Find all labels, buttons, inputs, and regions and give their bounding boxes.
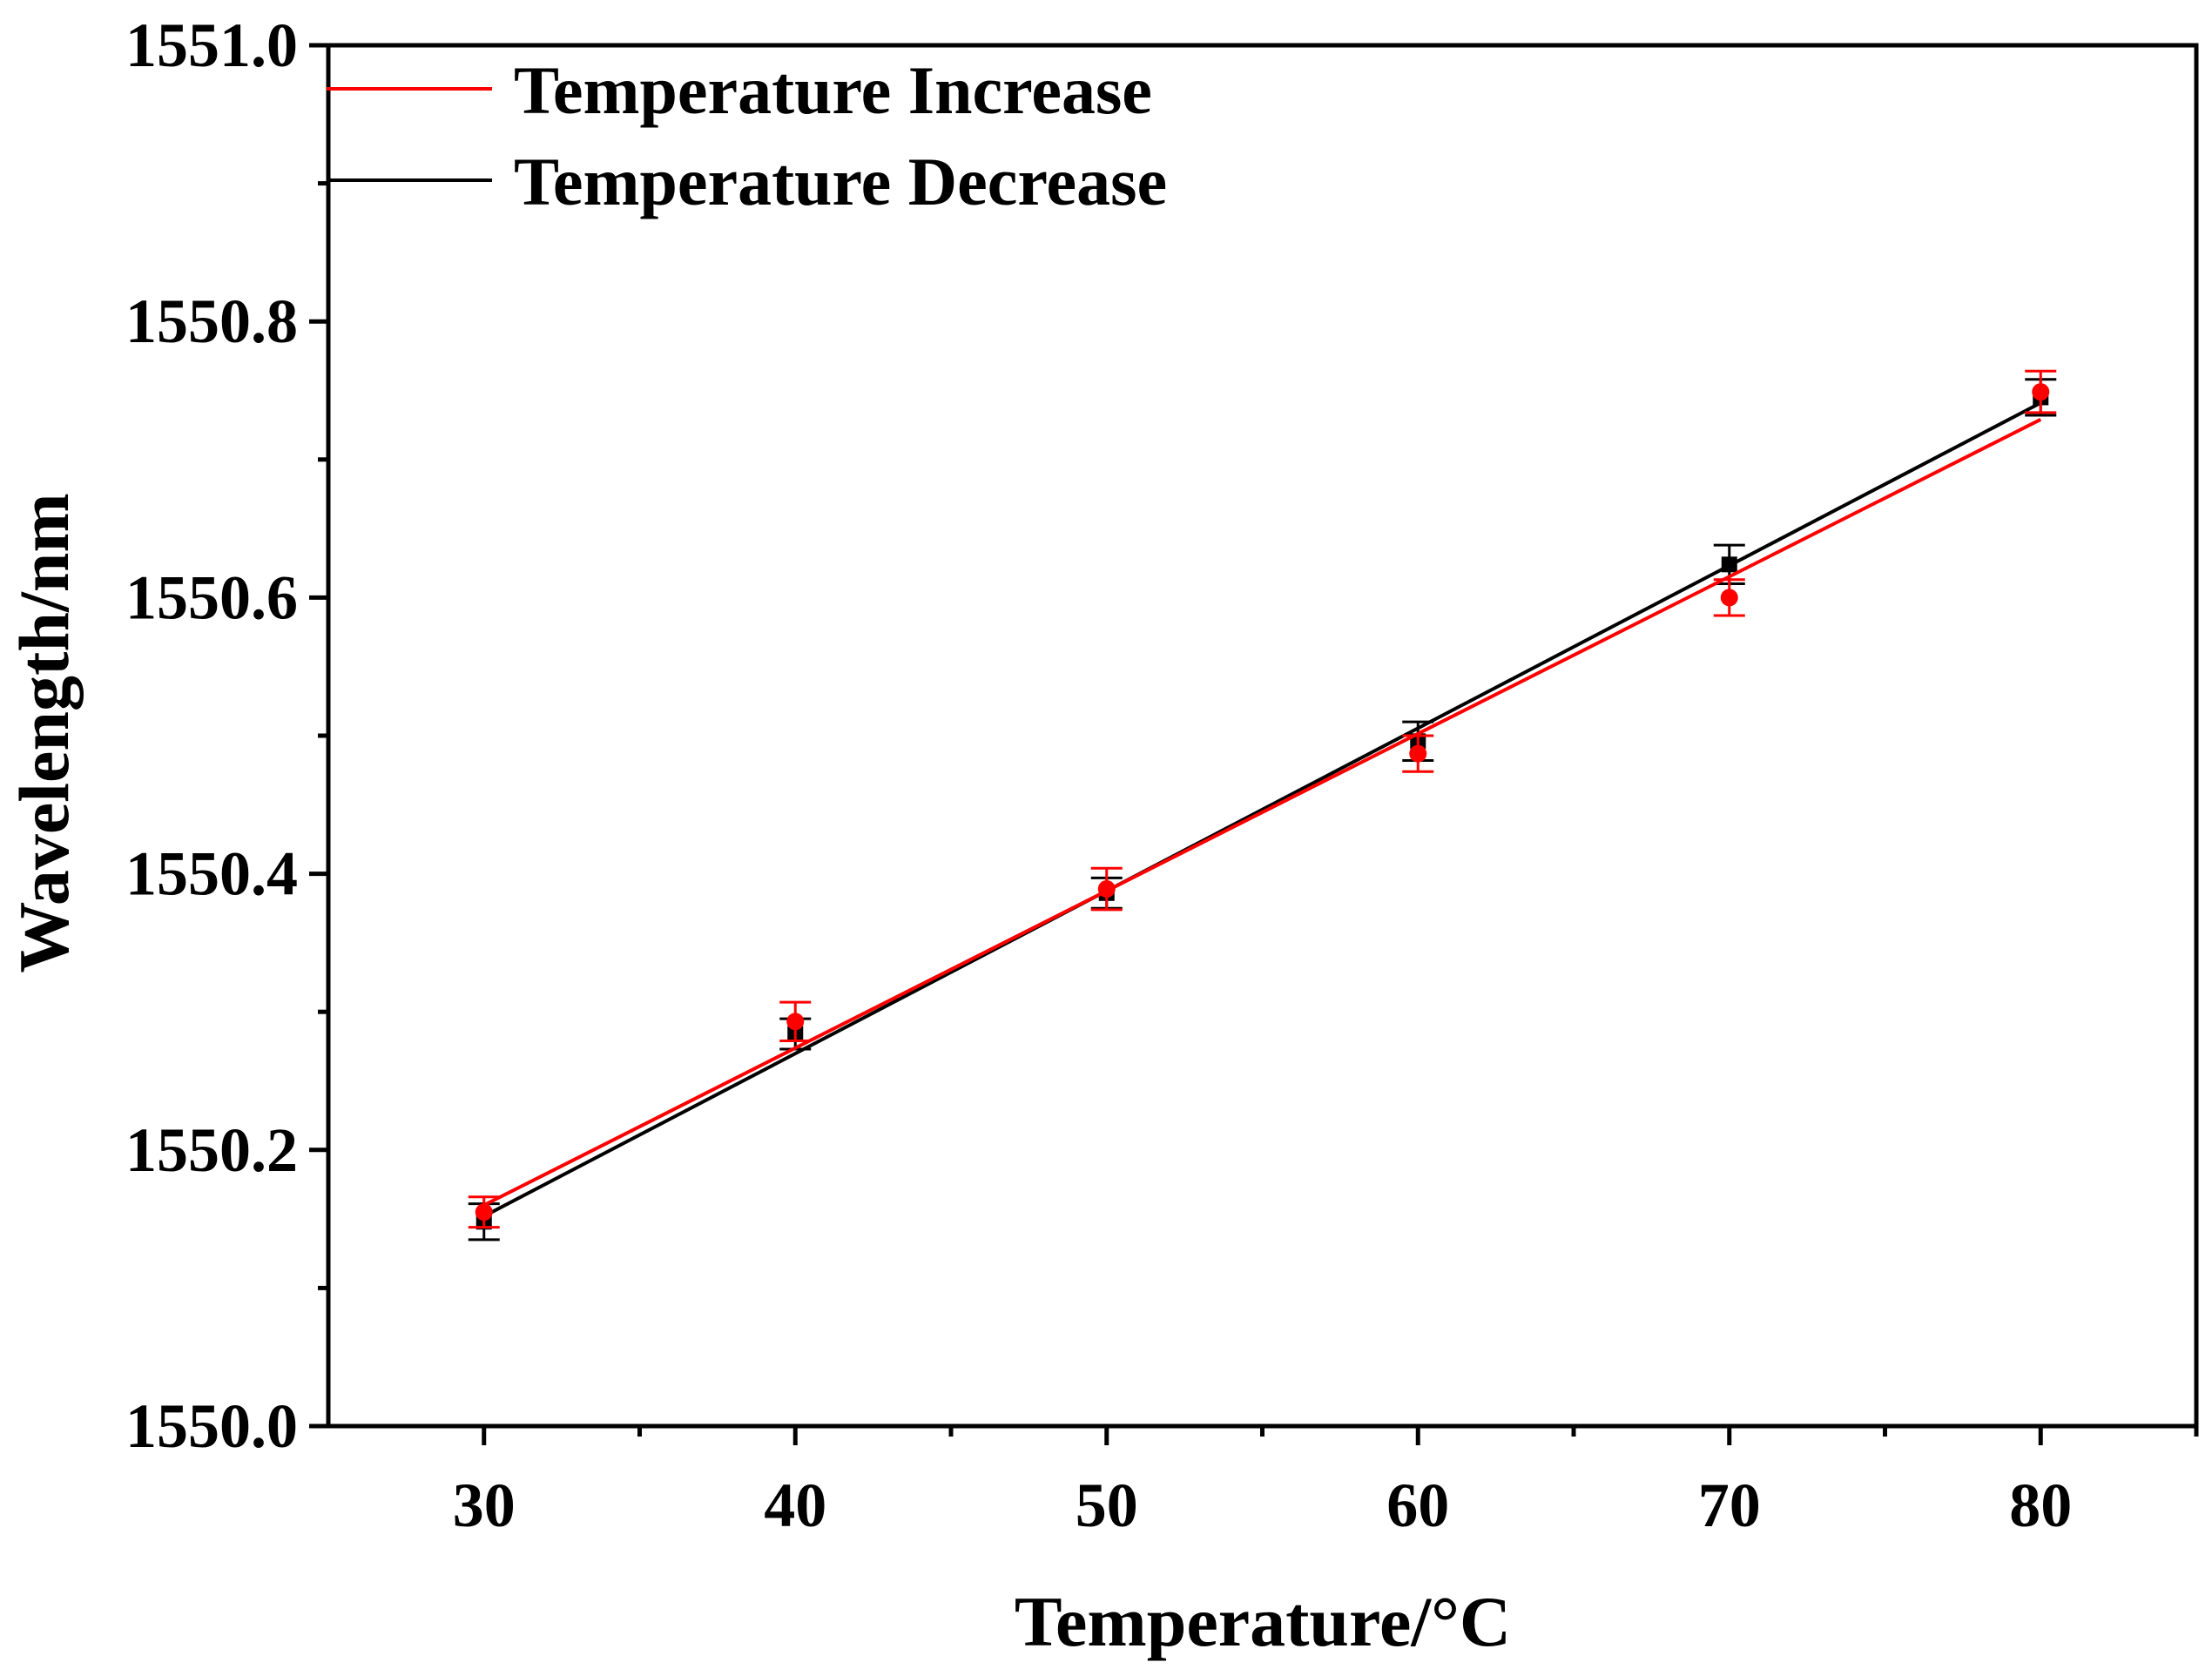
data-point bbox=[1720, 589, 1738, 607]
data-point bbox=[1721, 556, 1737, 573]
series-temperature-increase bbox=[468, 369, 2057, 1229]
y-tick-label: 1551.0 bbox=[125, 10, 298, 80]
x-tick-label: 40 bbox=[764, 1470, 826, 1540]
y-tick-label: 1550.6 bbox=[125, 562, 298, 632]
y-tick-label: 1550.0 bbox=[125, 1391, 298, 1461]
series-temperature-decrease bbox=[468, 378, 2057, 1242]
plot-frame bbox=[326, 43, 2199, 1429]
fit-line-temperature-decrease bbox=[482, 401, 2042, 1218]
legend: Temperature Increase Temperature Decreas… bbox=[327, 52, 1167, 219]
x-axis-title: Temperature/°C bbox=[1015, 1582, 1511, 1661]
x-tick-label: 50 bbox=[1076, 1470, 1138, 1540]
x-tick-label: 70 bbox=[1698, 1470, 1761, 1540]
series-layer bbox=[468, 369, 2057, 1242]
x-tick-label: 30 bbox=[453, 1470, 516, 1540]
y-tick-label: 1550.4 bbox=[125, 839, 298, 909]
legend-label-temperature-increase: Temperature Increase bbox=[514, 52, 1152, 128]
x-tick-label: 80 bbox=[2009, 1470, 2072, 1540]
fit-line-temperature-increase bbox=[482, 418, 2042, 1208]
data-point bbox=[786, 1013, 805, 1031]
data-point bbox=[1409, 744, 1427, 763]
axes: 1550.0 1550.2 1550.4 1550.6 1550.8 1551.0 30 40… bbox=[125, 10, 2199, 1540]
y-axis-title: Wavelength/nm bbox=[4, 493, 84, 972]
y-tick-label: 1550.8 bbox=[125, 286, 298, 356]
data-point bbox=[2032, 383, 2050, 401]
data-point bbox=[475, 1203, 493, 1221]
data-point bbox=[1097, 880, 1116, 898]
legend-label-temperature-decrease: Temperature Decrease bbox=[514, 144, 1167, 219]
x-tick-label: 60 bbox=[1386, 1470, 1449, 1540]
y-tick-label: 1550.2 bbox=[125, 1115, 298, 1185]
